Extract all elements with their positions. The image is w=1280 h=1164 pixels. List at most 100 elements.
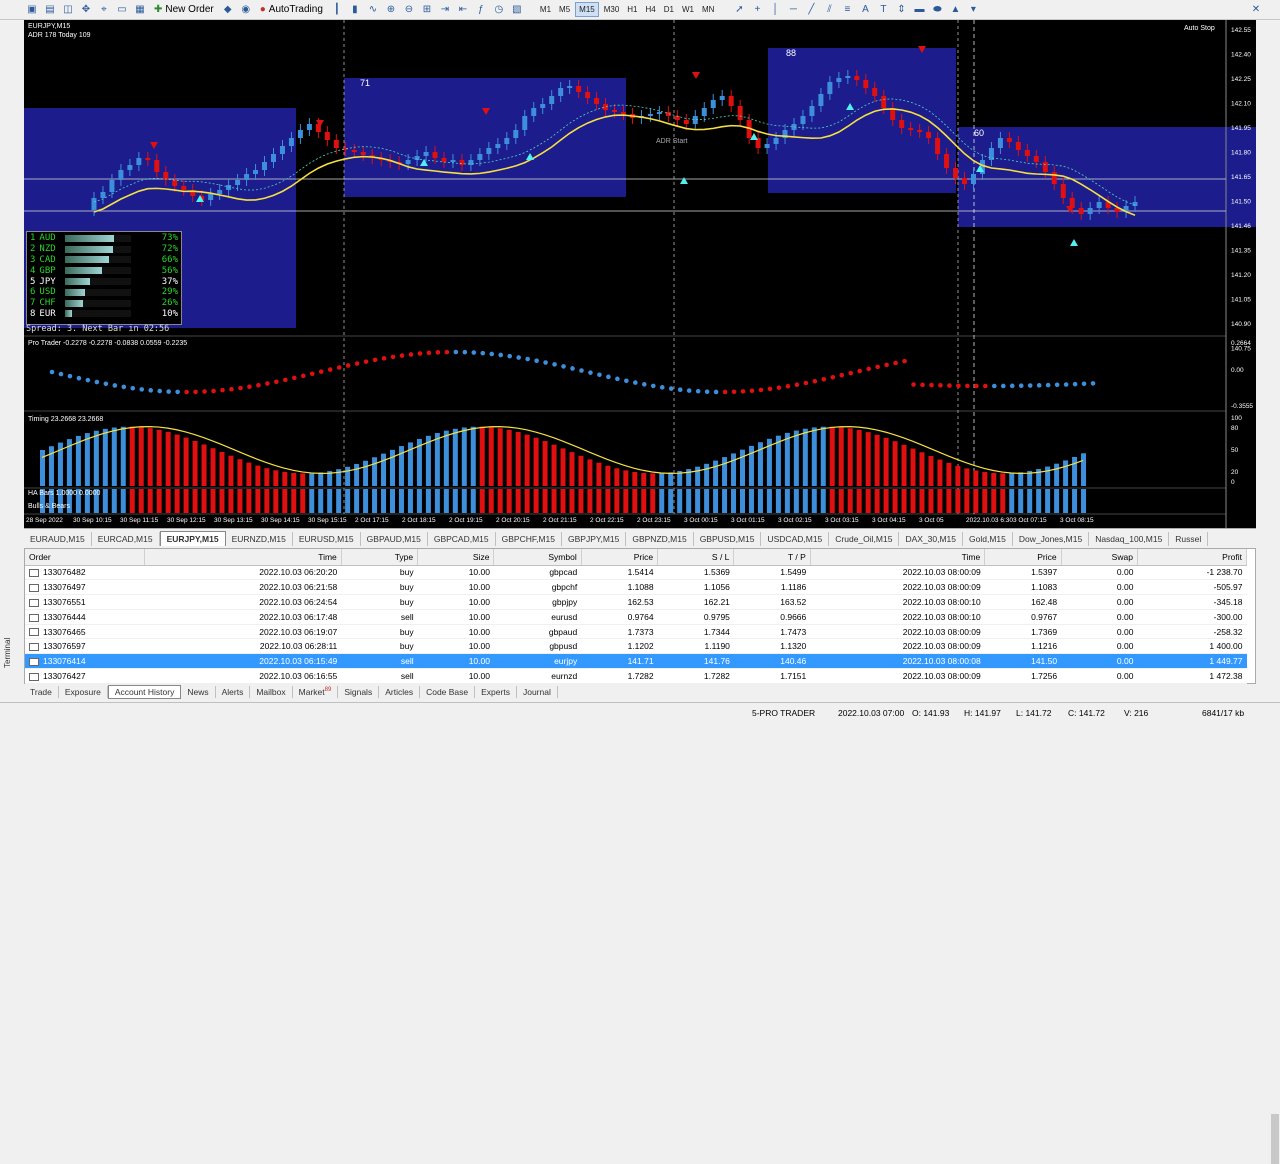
- triangle-tool-icon[interactable]: ▲: [950, 4, 961, 15]
- table-row[interactable]: 133076497 2022.10.03 06:21:58 buy 10.00 gbpc…: [25, 579, 1247, 596]
- tf-w1[interactable]: W1: [681, 5, 694, 14]
- tf-mn[interactable]: MN: [701, 5, 715, 14]
- vertical-line-icon[interactable]: │: [772, 4, 779, 15]
- line-chart-icon[interactable]: ∿: [368, 4, 378, 15]
- horizontal-line-icon[interactable]: ─: [789, 4, 797, 15]
- periods-icon[interactable]: ◷: [494, 4, 504, 15]
- tf-h4[interactable]: H4: [645, 5, 656, 14]
- column-header[interactable]: Type: [341, 549, 419, 566]
- bar-chart-icon[interactable]: ┃: [333, 4, 340, 15]
- chart-tab[interactable]: DAX_30,M15: [899, 532, 964, 546]
- account-icon[interactable]: ◉: [241, 4, 251, 15]
- chart-tab[interactable]: Crude_Oil,M15: [829, 532, 900, 546]
- chart-tab[interactable]: Dow_Jones,M15: [1013, 532, 1090, 546]
- column-header[interactable]: Profit: [1137, 549, 1248, 566]
- column-header[interactable]: T / P: [733, 549, 811, 566]
- tf-m1[interactable]: M1: [539, 5, 552, 14]
- chart-tab[interactable]: EURCAD,M15: [92, 532, 160, 546]
- chart-tab[interactable]: GBPNZD,M15: [626, 532, 694, 546]
- text-tool-icon[interactable]: A: [862, 4, 869, 15]
- terminal-tab[interactable]: Code Base: [420, 686, 476, 698]
- navigator-icon[interactable]: ✥: [81, 4, 91, 15]
- table-row[interactable]: 133076414 2022.10.03 06:15:49 sell 10.00 eur…: [25, 653, 1247, 670]
- rectangle-tool-icon[interactable]: ▬: [914, 4, 925, 15]
- strength-row: 8 EUR 10%: [30, 309, 178, 320]
- terminal-tab[interactable]: Experts: [475, 686, 517, 698]
- metaeditor-icon[interactable]: ◆: [223, 4, 232, 15]
- terminal-tab[interactable]: Trade: [24, 686, 59, 698]
- chart-tab[interactable]: EURNZD,M15: [226, 532, 293, 546]
- chart-tab[interactable]: GBPJPY,M15: [562, 532, 627, 546]
- table-row[interactable]: 133076482 2022.10.03 06:20:20 buy 10.00 gbpc…: [25, 565, 1247, 581]
- channel-icon[interactable]: ⫽: [827, 4, 832, 15]
- terminal-tab[interactable]: Market89: [293, 686, 339, 698]
- more-tools-icon[interactable]: ▾: [970, 4, 976, 15]
- chart-tab[interactable]: GBPCAD,M15: [428, 532, 496, 546]
- terminal-tab[interactable]: Account History: [107, 685, 182, 699]
- strategy-tester-icon[interactable]: ▦: [135, 4, 145, 15]
- close-icon[interactable]: ✕: [1251, 4, 1261, 15]
- tf-h1[interactable]: H1: [627, 5, 638, 14]
- column-header[interactable]: Order: [25, 549, 146, 566]
- column-header[interactable]: Price: [984, 549, 1062, 566]
- chart-tab[interactable]: EURAUD,M15: [24, 532, 92, 546]
- terminal-tab[interactable]: Alerts: [216, 686, 251, 698]
- indicators-icon[interactable]: ƒ: [478, 4, 484, 15]
- column-header[interactable]: Swap: [1061, 549, 1138, 566]
- chart-tab[interactable]: Gold,M15: [963, 532, 1013, 546]
- data-window-icon[interactable]: ⌖: [101, 4, 107, 15]
- tf-m30[interactable]: M30: [603, 5, 620, 14]
- table-row[interactable]: 133076465 2022.10.03 06:19:07 buy 10.00 gbpa…: [25, 624, 1247, 640]
- label-tool-icon[interactable]: T: [880, 4, 887, 15]
- column-header[interactable]: Size: [417, 549, 495, 566]
- zoom-in-icon[interactable]: ⊕: [386, 4, 396, 15]
- tf-m5[interactable]: M5: [559, 5, 571, 14]
- cursor-icon[interactable]: ➚: [735, 4, 744, 15]
- tf-m15[interactable]: M15: [575, 2, 599, 17]
- new-order-button[interactable]: ✚ New Order: [150, 2, 218, 18]
- tf-d1[interactable]: D1: [663, 5, 674, 14]
- terminal-tab[interactable]: Mailbox: [250, 686, 293, 698]
- terminal-tab[interactable]: Articles: [379, 686, 421, 698]
- new-chart-icon[interactable]: ▣: [27, 4, 37, 15]
- chart-tab[interactable]: GBPAUD,M15: [361, 532, 428, 546]
- autotrading-button[interactable]: ● AutoTrading: [256, 2, 327, 18]
- arrows-tool-icon[interactable]: ⇕: [897, 4, 906, 15]
- chart-tab[interactable]: GBPUSD,M15: [694, 532, 762, 546]
- market-watch-icon[interactable]: ◫: [63, 4, 73, 15]
- terminal-tab[interactable]: News: [181, 686, 216, 698]
- zoom-out-icon[interactable]: ⊖: [404, 4, 414, 15]
- column-header[interactable]: Symbol: [493, 549, 582, 566]
- table-row[interactable]: 133076597 2022.10.03 06:28:11 buy 10.00 gbpu…: [25, 638, 1247, 655]
- chart-tab[interactable]: Russel: [1169, 532, 1209, 546]
- candlestick-icon[interactable]: ▮: [352, 4, 358, 15]
- table-row[interactable]: 133076427 2022.10.03 06:16:55 sell 10.00 eur…: [25, 668, 1247, 684]
- scrollbar-thumb[interactable]: [1271, 1114, 1279, 1164]
- terminal-icon[interactable]: ▭: [117, 4, 127, 15]
- column-header[interactable]: S / L: [657, 549, 735, 566]
- trendline-icon[interactable]: ╱: [808, 4, 815, 15]
- chart-window[interactable]: 142.55 142.40 142.25 142.10 141.95 141.80 141.…: [24, 20, 1256, 528]
- chart-tab[interactable]: Nasdaq_100,M15: [1089, 532, 1170, 546]
- chart-tab[interactable]: USDCAD,M15: [761, 532, 830, 546]
- chart-tab[interactable]: GBPCHF,M15: [496, 532, 563, 546]
- chart-tab[interactable]: EURUSD,M15: [293, 532, 361, 546]
- autoscroll-icon[interactable]: ⇥: [440, 4, 450, 15]
- fibonacci-icon[interactable]: ≡: [844, 4, 851, 15]
- tile-windows-icon[interactable]: ⊞: [422, 4, 432, 15]
- profiles-icon[interactable]: ▤: [45, 4, 55, 15]
- terminal-tab[interactable]: Exposure: [59, 686, 108, 698]
- column-header[interactable]: Time: [810, 549, 986, 566]
- column-header[interactable]: Time: [144, 549, 342, 566]
- templates-icon[interactable]: ▧: [512, 4, 522, 15]
- chart-shift-icon[interactable]: ⇤: [458, 4, 468, 15]
- table-row[interactable]: 133076444 2022.10.03 06:17:48 sell 10.00 eur…: [25, 609, 1247, 625]
- chart-tab[interactable]: EURJPY,M15: [159, 531, 226, 546]
- column-header[interactable]: Price: [581, 549, 659, 566]
- crosshair-icon[interactable]: +: [754, 4, 761, 15]
- chart-canvas[interactable]: 142.55 142.40 142.25 142.10 141.95 141.80 141.…: [24, 20, 1256, 528]
- terminal-tab[interactable]: Signals: [338, 686, 380, 698]
- table-row[interactable]: 133076551 2022.10.03 06:24:54 buy 10.00 gbpj…: [25, 594, 1247, 610]
- terminal-tab[interactable]: Journal: [517, 686, 558, 698]
- ellipse-tool-icon[interactable]: ⬬: [933, 4, 942, 15]
